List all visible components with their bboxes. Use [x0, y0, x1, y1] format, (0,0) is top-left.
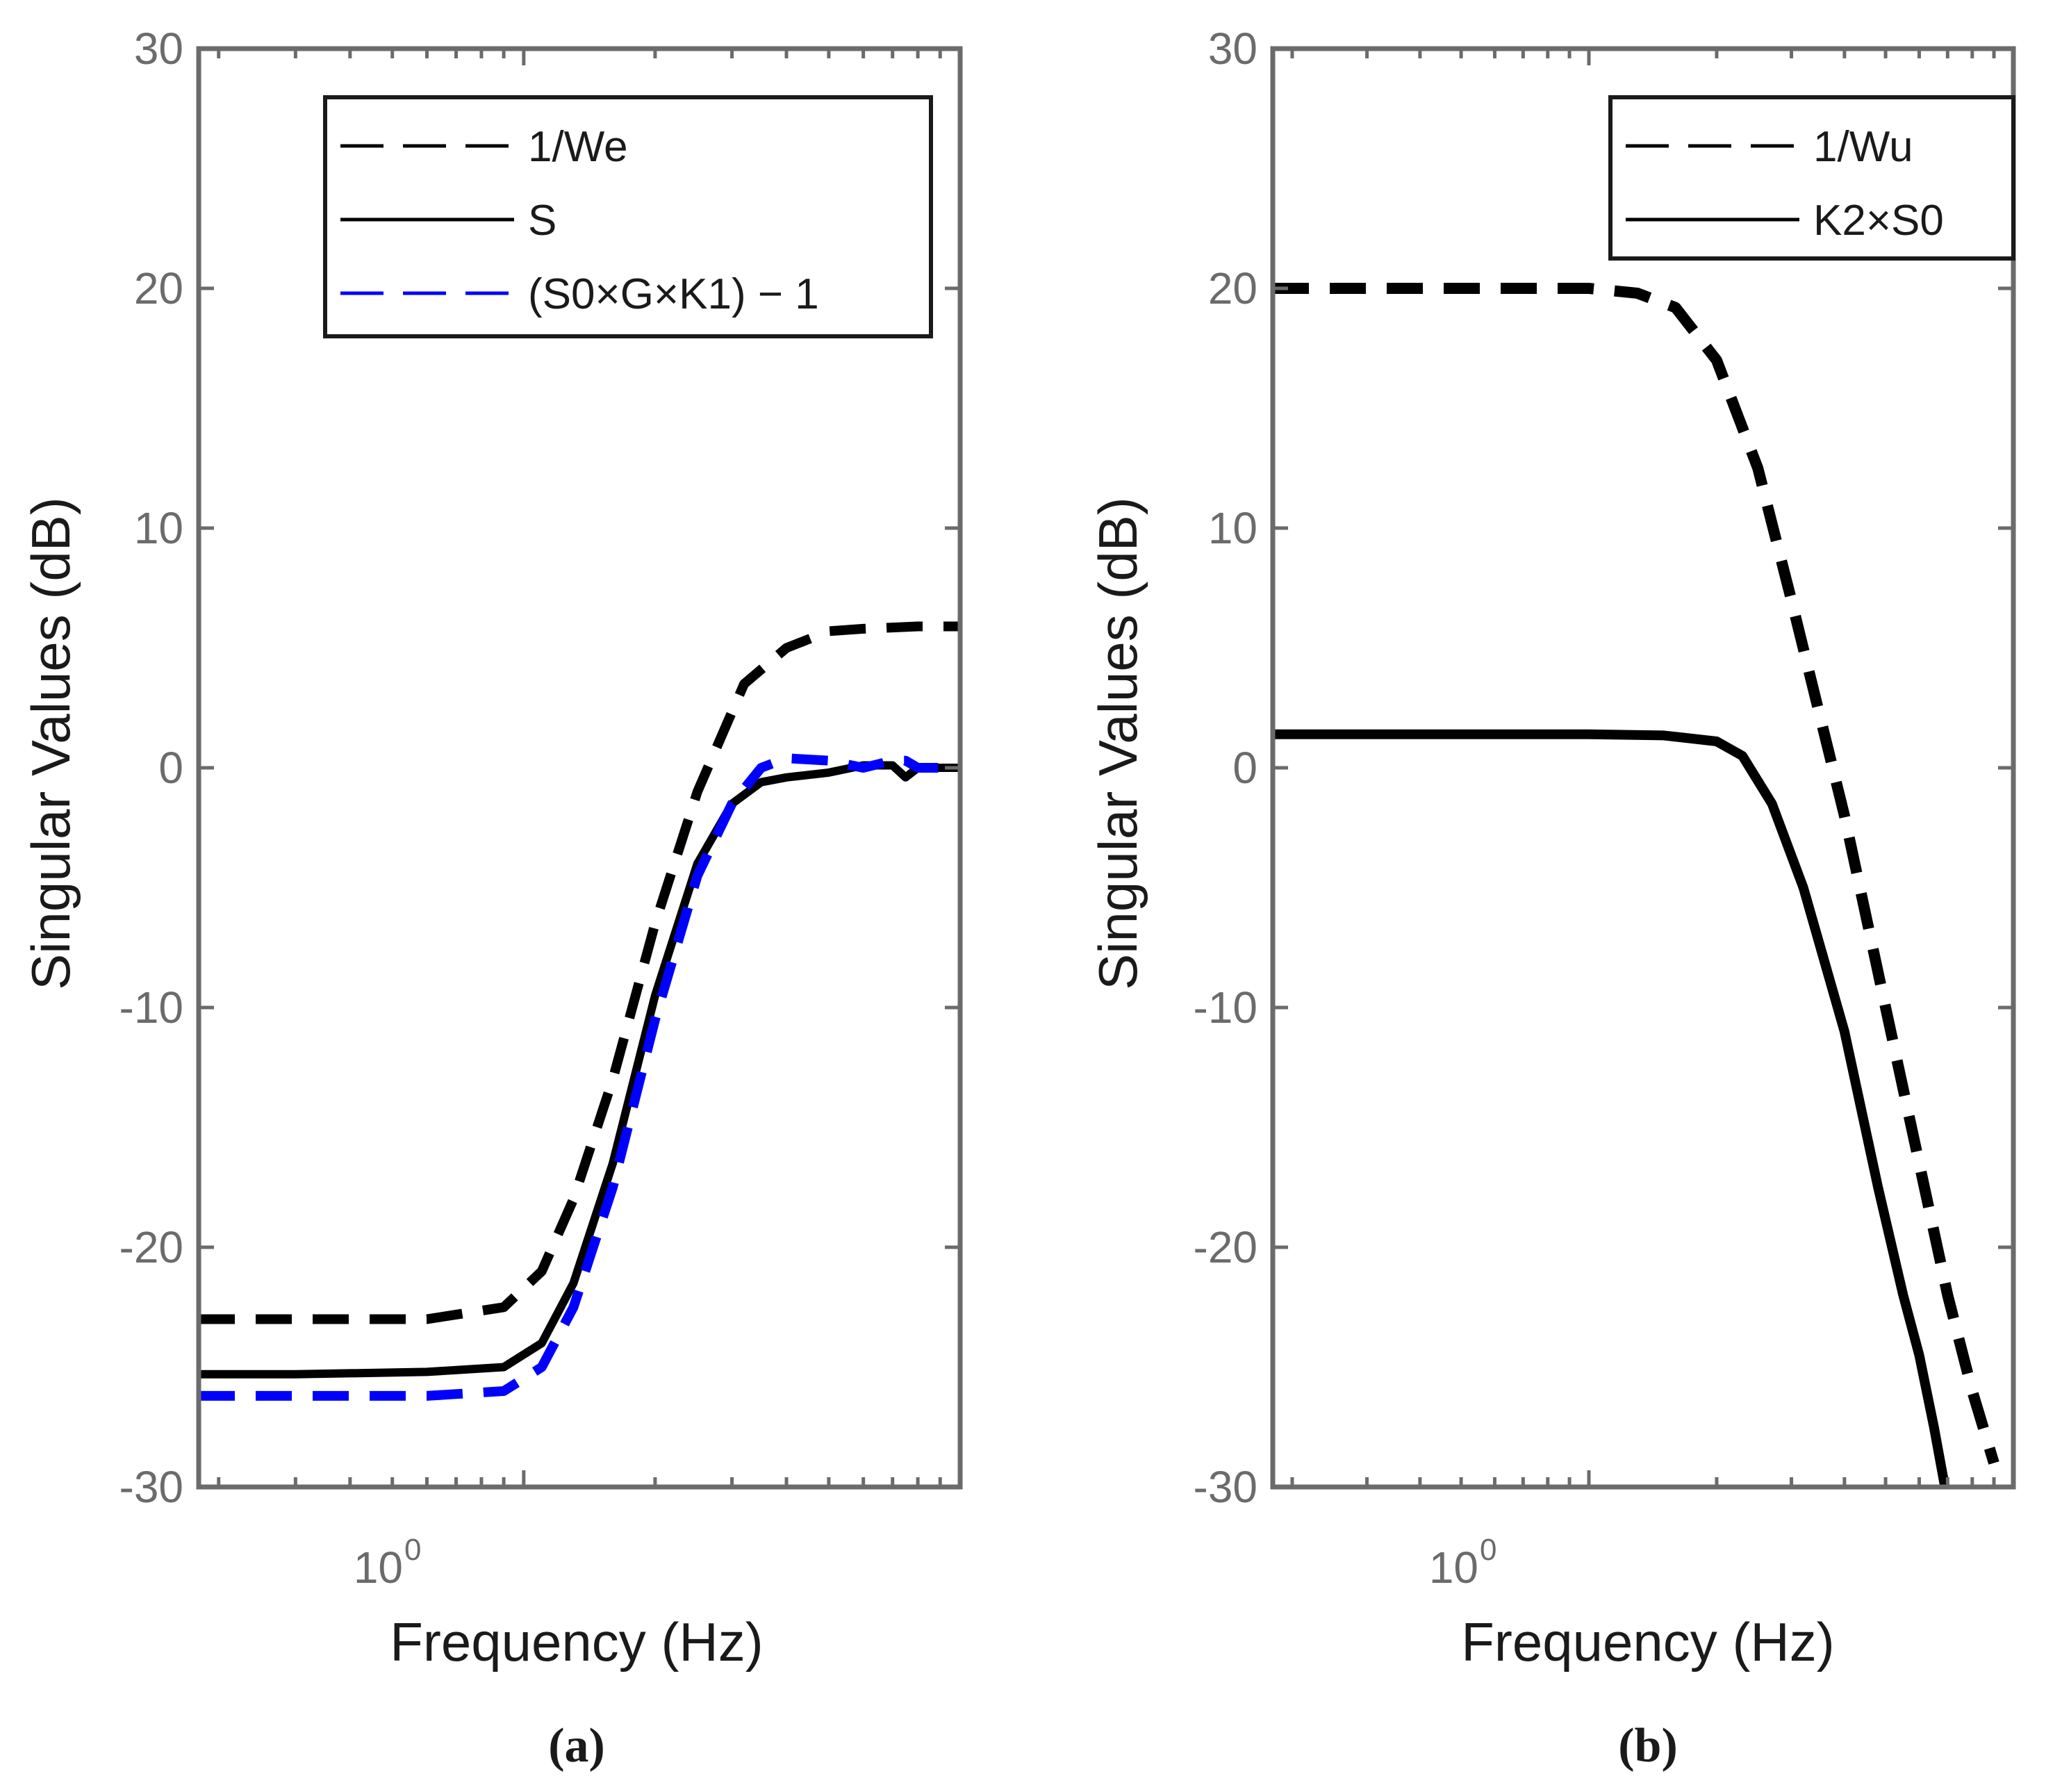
panel-b-xtick-exp: 0	[1480, 1533, 1496, 1567]
panel-b-ylabel: Singular Values (dB)	[1087, 497, 1148, 990]
panel-a-ytick-label: 10	[134, 503, 183, 553]
panel-b-ytick-label: -20	[1194, 1222, 1258, 1272]
panel-b-legend: 1/Wu K2×S0	[1608, 95, 2015, 261]
panel-b-ytick-label: -10	[1194, 983, 1258, 1033]
panel-a-series-2-line	[199, 761, 960, 1379]
panel-a-ytick-label: -10	[119, 983, 184, 1033]
panel-a-xtick-base: 10	[354, 1543, 403, 1593]
legend-b-label-2: K2×S0	[1813, 197, 1944, 245]
legend-a-label-1: 1/We	[528, 123, 628, 171]
panel-a-legend: 1/We S (S0×G×K1) − 1	[323, 95, 933, 338]
panel-b-series-1-line	[1273, 283, 1999, 1465]
panel-a-caption: (a)	[548, 1719, 605, 1773]
panel-a-ylabel: Singular Values (dB)	[20, 497, 81, 990]
panel-a-series-3-line	[199, 753, 960, 1401]
panel-b: Singular Values (dB) Frequency (Hz) (b) …	[1087, 24, 2016, 1773]
panel-b-ytick-label: -30	[1194, 1462, 1258, 1512]
panel-a: Singular Values (dB) Frequency (Hz) (a) …	[20, 24, 963, 1773]
panel-b-xlabel: Frequency (Hz)	[1461, 1611, 1834, 1672]
panel-a-xtick-exp: 0	[404, 1533, 421, 1567]
panel-a-ytick-label: -30	[119, 1462, 184, 1512]
panel-b-series-2-line	[1273, 729, 1950, 1487]
panel-b-ytick-label: 30	[1208, 24, 1257, 74]
panel-a-ytick-label: 0	[158, 743, 183, 793]
panel-a-xlabel: Frequency (Hz)	[390, 1611, 763, 1672]
panel-b-caption: (b)	[1618, 1719, 1678, 1773]
legend-b-label-1: 1/Wu	[1813, 123, 1913, 171]
panel-a-ytick-label: -20	[119, 1222, 184, 1272]
legend-a-label-3: (S0×G×K1) − 1	[528, 270, 819, 318]
panel-b-xtick-base: 10	[1429, 1543, 1478, 1593]
panel-b-ytick-label: 0	[1232, 743, 1257, 793]
panel-b-ytick-label: 10	[1208, 503, 1257, 553]
panel-a-series-1-line	[199, 621, 960, 1324]
panel-b-ytick-label: 20	[1208, 263, 1257, 313]
panel-a-ytick-label: 20	[134, 263, 183, 313]
panel-a-ytick-label: 30	[134, 24, 183, 74]
legend-a-label-2: S	[528, 197, 556, 245]
